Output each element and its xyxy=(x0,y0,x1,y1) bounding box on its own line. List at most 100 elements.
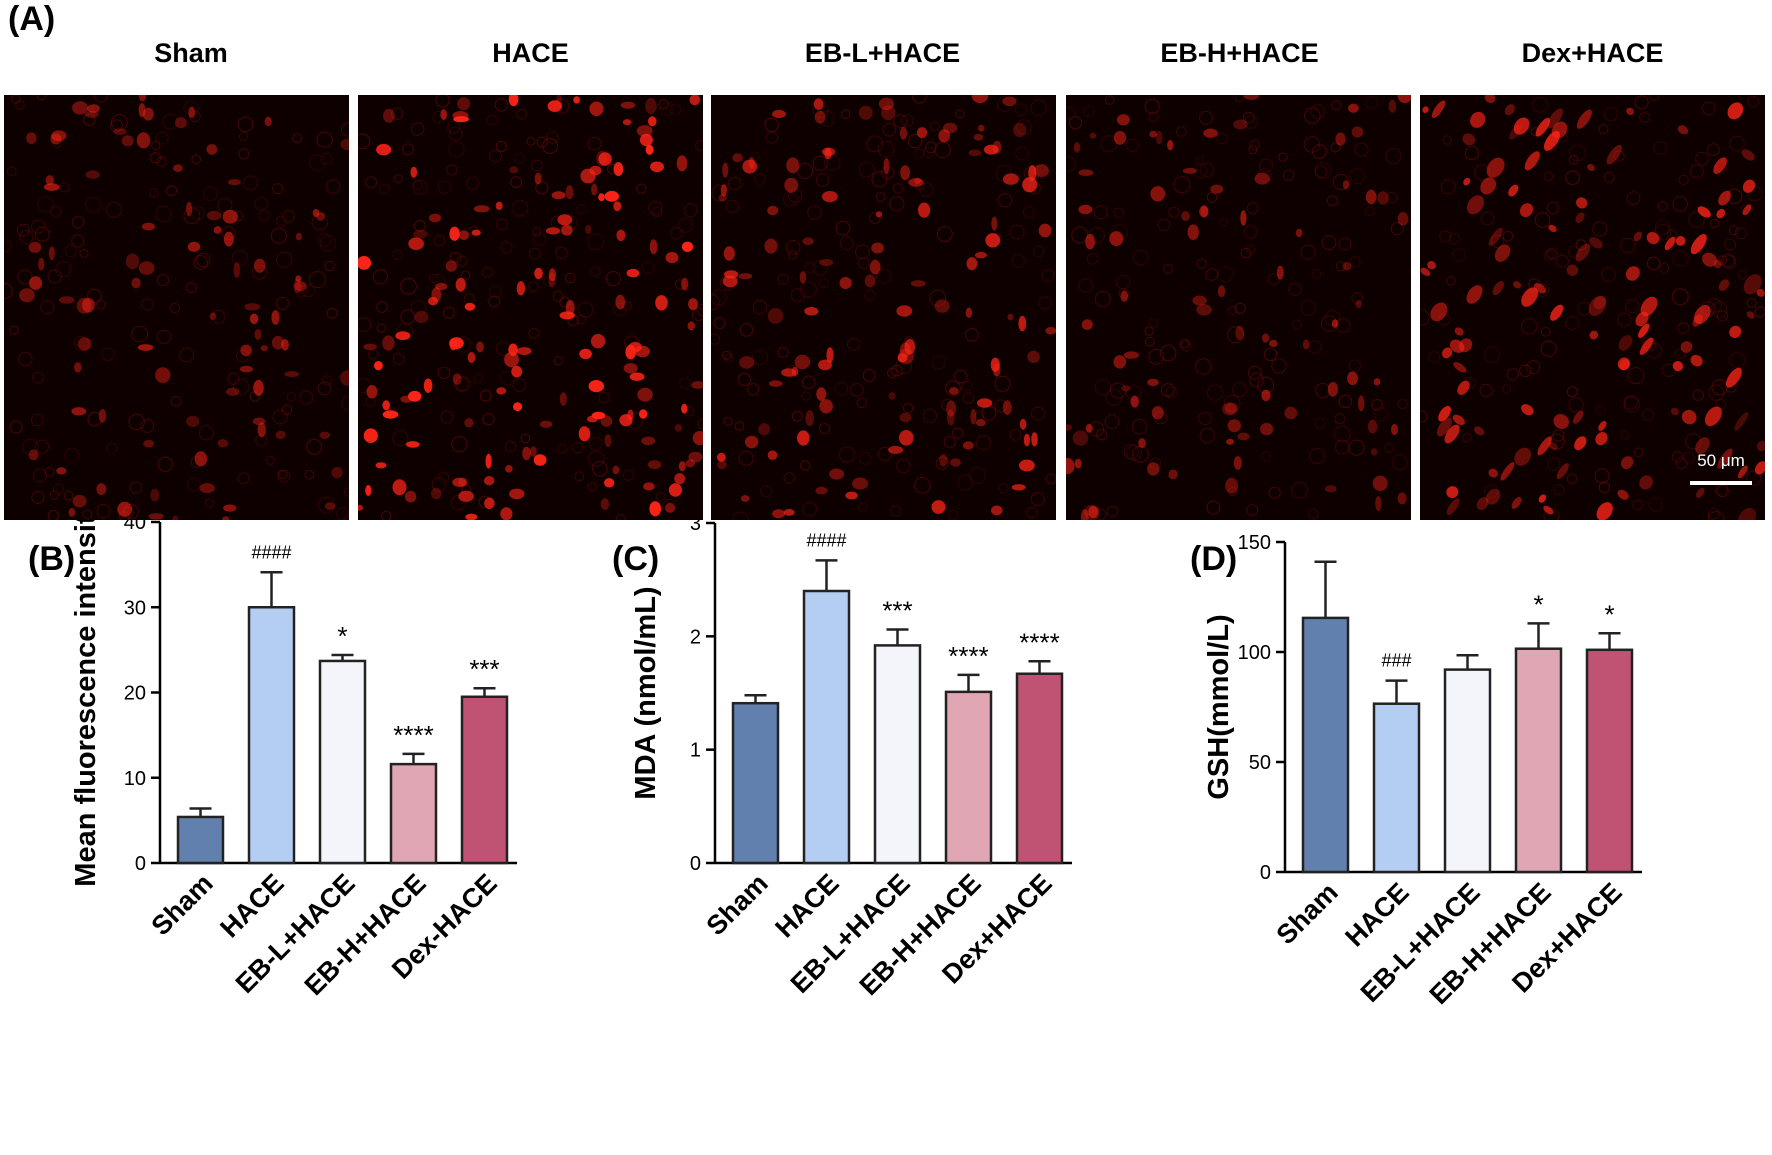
background-cell xyxy=(488,285,502,298)
background-cell xyxy=(183,100,199,116)
background-cell xyxy=(764,117,780,133)
fluorescent-cell xyxy=(1453,362,1467,373)
fluorescent-cell xyxy=(1078,169,1094,176)
fluorescent-cell xyxy=(150,488,160,502)
background-cell xyxy=(930,121,940,132)
fluorescent-cell xyxy=(1045,327,1056,335)
bar xyxy=(873,644,922,865)
background-cell xyxy=(724,353,734,363)
micrograph-sham xyxy=(4,95,349,520)
fluorescent-cell xyxy=(668,483,682,497)
fluorescent-cell xyxy=(1474,426,1485,436)
fluorescent-cell xyxy=(1725,367,1742,388)
background-cell xyxy=(943,436,956,449)
fluorescent-cell xyxy=(722,275,738,288)
background-cell xyxy=(481,266,493,278)
background-cell xyxy=(1149,457,1162,470)
fluorescent-cell xyxy=(742,159,758,174)
fluorescent-cell xyxy=(264,116,272,127)
background-cell xyxy=(514,153,525,164)
y-tick-label: 40 xyxy=(124,520,146,534)
fluorescent-cell xyxy=(452,373,462,385)
background-cell xyxy=(912,95,927,104)
fluorescent-cell xyxy=(1147,378,1159,387)
fluorescent-cell xyxy=(484,497,495,510)
fluorescent-cell xyxy=(1155,130,1163,145)
bar xyxy=(1015,672,1064,865)
fluorescent-cell xyxy=(978,124,985,132)
background-cell xyxy=(1094,291,1111,308)
background-cell xyxy=(341,395,349,411)
background-cell xyxy=(1603,107,1618,122)
fluorescent-cell xyxy=(143,107,154,121)
fluorescent-cell xyxy=(455,277,466,292)
background-cell xyxy=(1620,430,1630,440)
background-cell xyxy=(1249,372,1264,388)
background-cell xyxy=(196,252,211,268)
fluorescent-cell xyxy=(718,193,727,202)
background-cell xyxy=(18,351,33,367)
fluorescent-cell xyxy=(143,439,155,448)
fluorescent-cell xyxy=(616,229,626,241)
background-cell xyxy=(1462,433,1472,443)
background-cell xyxy=(815,173,830,187)
fluorescent-cell xyxy=(1074,458,1082,469)
background-cell xyxy=(1371,399,1384,411)
background-cell xyxy=(140,418,155,433)
fluorescent-cell xyxy=(1019,418,1027,430)
fluorescent-cell xyxy=(1626,107,1634,116)
background-cell xyxy=(752,299,768,315)
background-cell xyxy=(255,434,268,447)
fluorescent-cell xyxy=(253,258,266,273)
fluorescent-cell xyxy=(113,128,127,135)
background-cell xyxy=(236,349,250,363)
fluorescent-cell xyxy=(604,190,619,202)
background-cell xyxy=(170,396,182,407)
fluorescent-cell xyxy=(1576,109,1592,129)
fluorescent-cell xyxy=(471,229,481,236)
background-cell xyxy=(1685,433,1702,450)
background-cell xyxy=(901,114,914,128)
y-tick-label: 50 xyxy=(1249,752,1271,774)
fluorescent-cell xyxy=(974,251,987,259)
fluorescent-cell xyxy=(467,352,476,363)
background-cell xyxy=(1245,245,1256,255)
background-cell xyxy=(777,346,789,358)
fluorescent-cell xyxy=(587,415,598,423)
background-cell xyxy=(1330,142,1341,153)
background-cell xyxy=(711,333,721,345)
background-cell xyxy=(1311,269,1322,279)
background-cell xyxy=(1439,230,1452,243)
background-cell xyxy=(877,140,895,158)
background-cell xyxy=(237,116,254,133)
fluorescent-cell xyxy=(1365,189,1377,205)
background-cell xyxy=(1613,150,1625,162)
fluorescent-cell xyxy=(1672,361,1684,372)
background-cell xyxy=(1598,124,1609,135)
fluorescent-cell xyxy=(588,380,604,393)
fluorescent-cell xyxy=(1454,327,1464,336)
background-cell xyxy=(1565,316,1580,330)
background-cell xyxy=(82,509,93,520)
background-cell xyxy=(1646,256,1661,271)
fluorescent-cell xyxy=(1355,300,1362,309)
fluorescent-cell xyxy=(1002,173,1019,185)
fluorescent-cell xyxy=(1078,204,1093,215)
fluorescent-cell xyxy=(1371,448,1378,456)
background-cell xyxy=(1746,297,1757,308)
background-cell xyxy=(801,375,816,390)
background-cell xyxy=(1153,410,1168,425)
fluorescent-cell xyxy=(946,400,957,417)
background-cell xyxy=(871,171,888,188)
background-cell xyxy=(510,176,523,189)
fluorescent-cell xyxy=(1697,206,1711,218)
fluorescent-cell xyxy=(1618,335,1633,351)
background-cell xyxy=(881,166,895,180)
fluorescent-cell xyxy=(600,415,613,427)
fluorescent-cell xyxy=(1431,100,1446,118)
background-cell xyxy=(83,113,96,126)
fluorescent-cell xyxy=(1181,211,1190,222)
fluorescent-cell xyxy=(1276,265,1284,280)
fluorescent-cell xyxy=(509,488,525,500)
fluorescent-cell xyxy=(29,276,43,290)
